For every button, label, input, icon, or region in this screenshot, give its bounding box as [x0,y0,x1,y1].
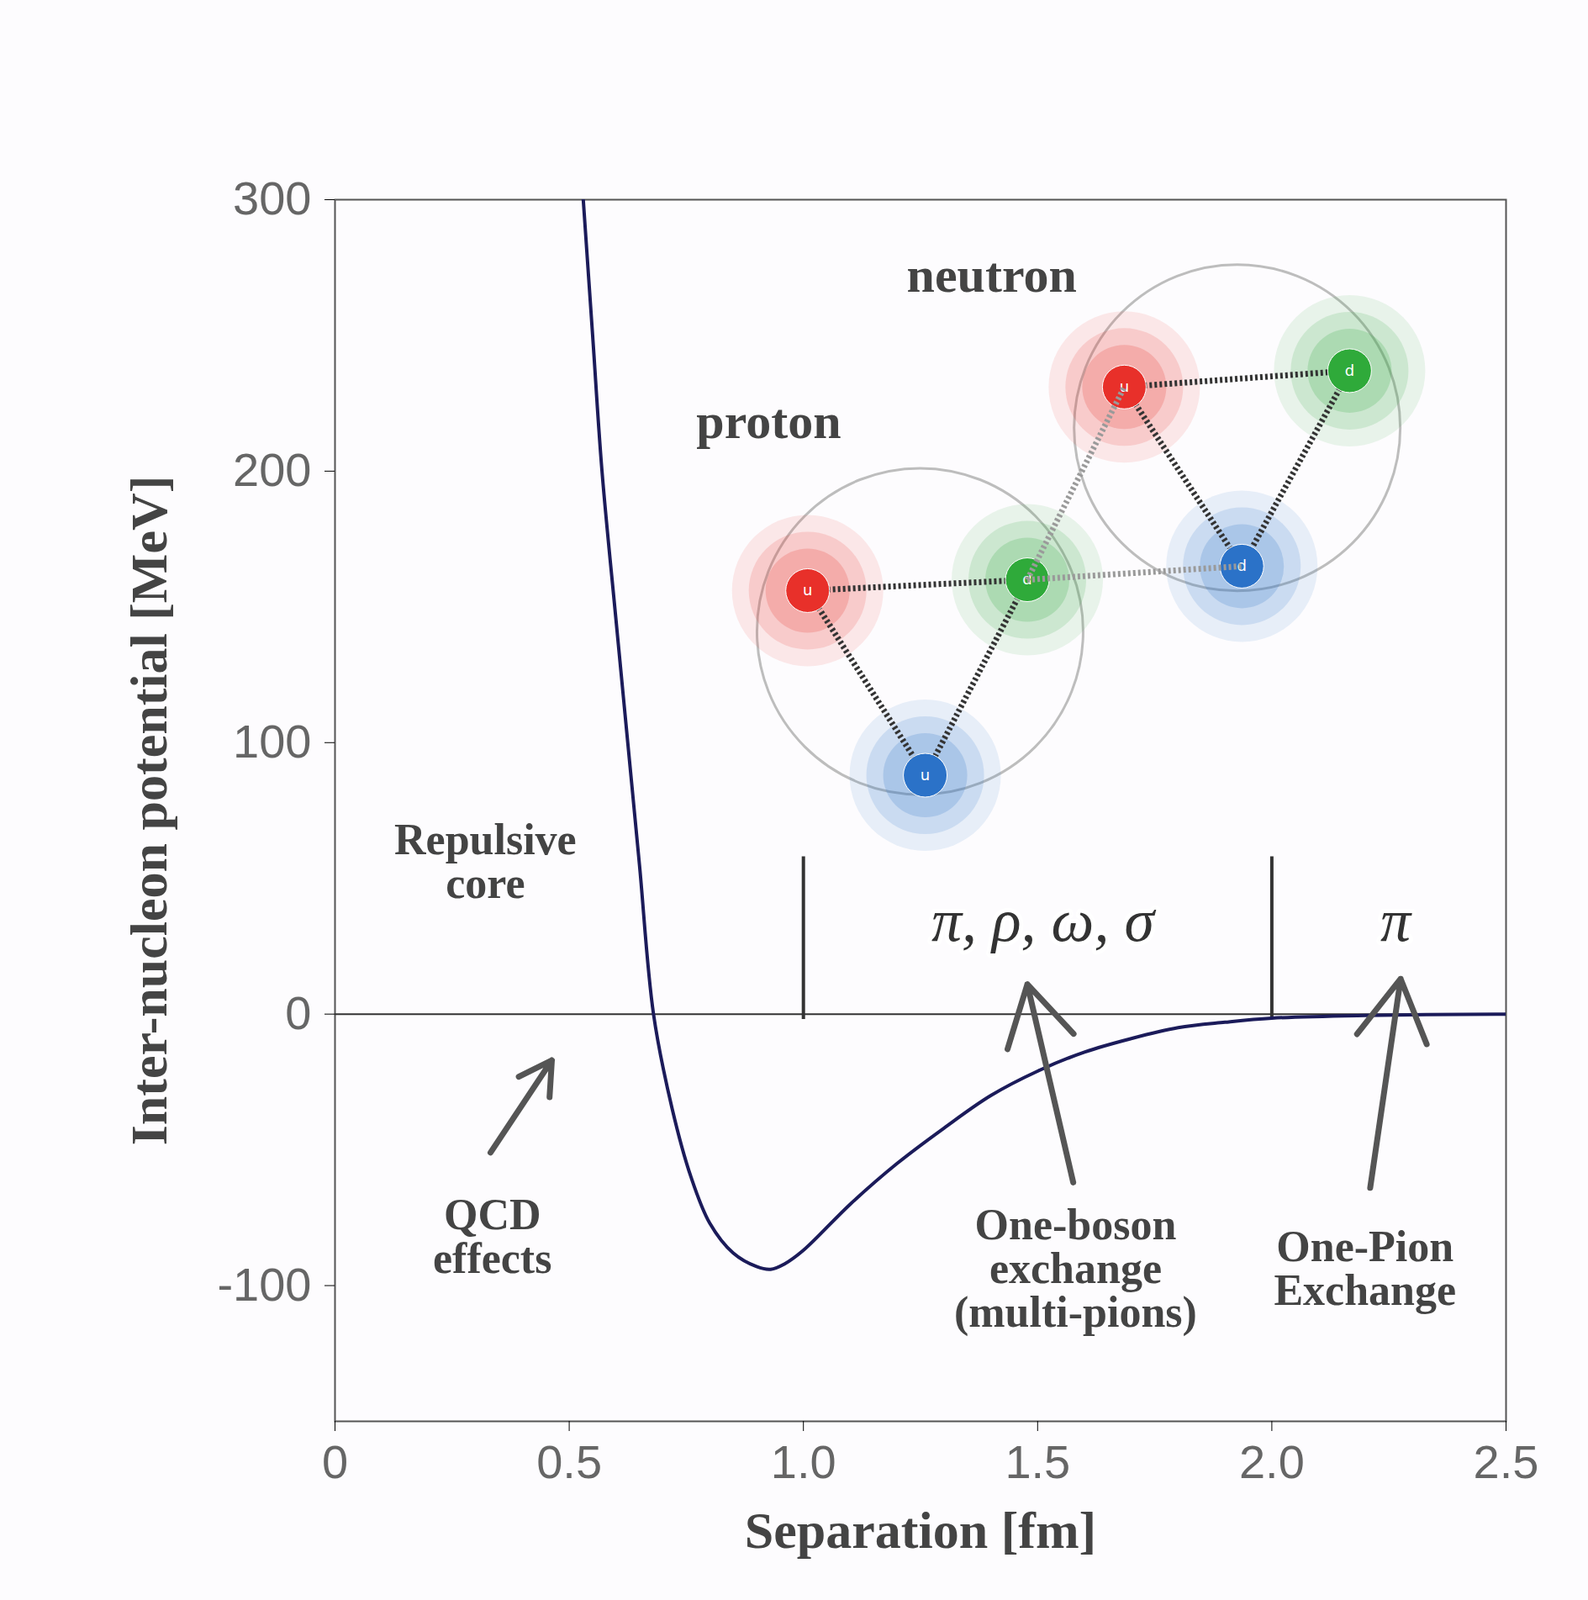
svg-text:Separation [fm]: Separation [fm] [744,1501,1097,1559]
svg-text:π, ρ, ω, σ: π, ρ, ω, σ [931,886,1156,955]
svg-text:0: 0 [321,1435,349,1488]
svg-text:2.5: 2.5 [1473,1435,1540,1488]
svg-text:One-PionExchange: One-PionExchange [1273,1222,1457,1314]
svg-text:neutron: neutron [907,247,1077,303]
svg-text:π: π [1380,886,1413,955]
svg-text:2.0: 2.0 [1239,1435,1305,1488]
svg-text:0: 0 [284,986,312,1040]
svg-text:0.5: 0.5 [536,1435,602,1488]
svg-text:One-bosonexchange(multi-pions): One-bosonexchange(multi-pions) [954,1200,1198,1337]
svg-text:Inter-nucleon potential [MeV]: Inter-nucleon potential [MeV] [120,475,178,1146]
svg-text:proton: proton [696,393,841,449]
svg-text:u: u [802,580,813,599]
svg-text:1.0: 1.0 [770,1435,837,1488]
svg-text:200: 200 [232,443,312,496]
svg-text:u: u [920,765,930,784]
svg-text:-100: -100 [216,1257,312,1311]
svg-text:d: d [1237,556,1247,575]
svg-text:Repulsivecore: Repulsivecore [394,815,577,908]
svg-text:1.5: 1.5 [1004,1435,1071,1488]
svg-text:u: u [1119,377,1130,396]
svg-text:d: d [1345,361,1355,380]
svg-text:300: 300 [232,171,312,225]
svg-text:d: d [1022,570,1033,588]
svg-text:QCDeffects: QCDeffects [432,1190,552,1283]
svg-text:100: 100 [232,714,312,768]
